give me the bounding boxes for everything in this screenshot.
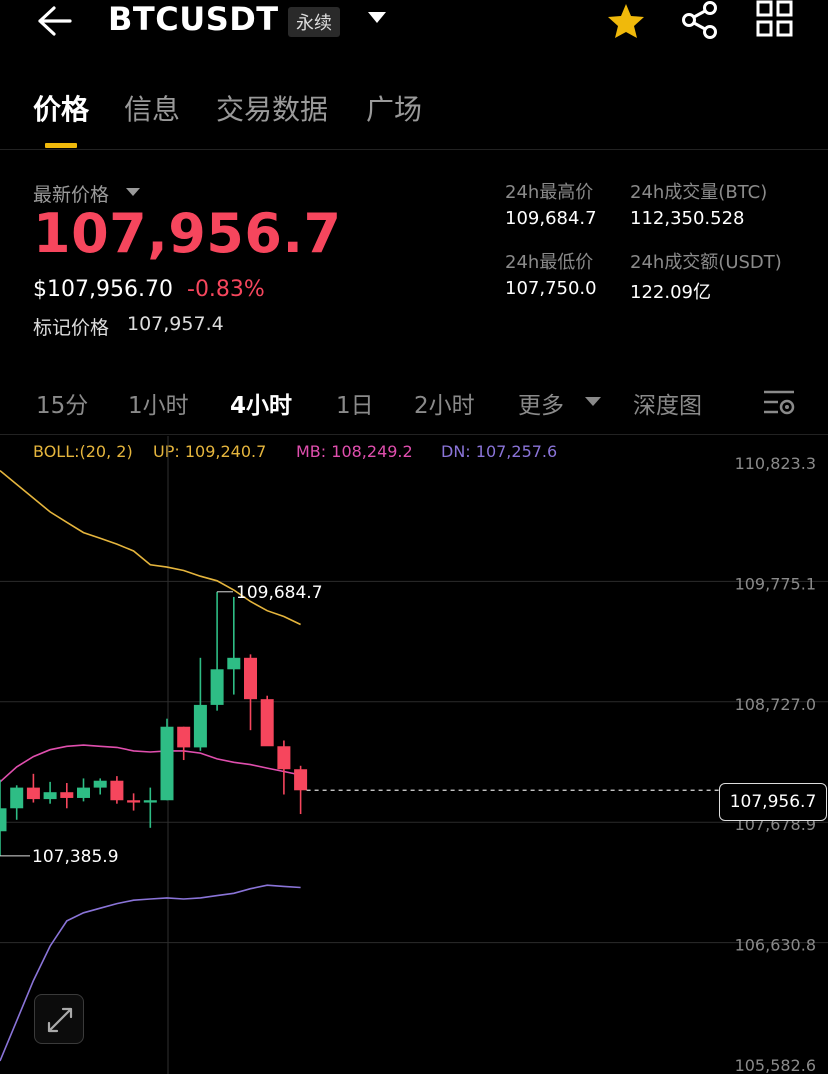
boll-up-line: [0, 469, 301, 626]
expand-icon: [47, 1007, 73, 1033]
boll-label: BOLL:(20, 2): [33, 442, 133, 461]
candle-body: [43, 792, 57, 800]
y-tick-label: 110,823.3: [735, 454, 816, 473]
candle-body: [127, 800, 141, 803]
candle-body: [110, 780, 124, 801]
low-24h-value: 107,750.0: [505, 278, 597, 299]
candle-body: [294, 769, 308, 791]
interval-1d[interactable]: 1日: [336, 393, 374, 419]
tab-trading-data[interactable]: 交易数据: [216, 93, 329, 126]
chart-settings-icon[interactable]: [762, 386, 796, 418]
candle-body: [193, 704, 207, 748]
volume-btc-value: 112,350.528: [630, 208, 745, 229]
star-icon[interactable]: [606, 2, 646, 40]
mark-price-label: 标记价格: [33, 317, 110, 339]
candlestick-chart[interactable]: 110,823.3109,775.1108,727.0107,678.9106,…: [0, 436, 828, 1074]
current-price-tag: 107,956.7: [719, 783, 827, 821]
interval-2h[interactable]: 2小时: [414, 393, 475, 419]
high-24h-value: 109,684.7: [505, 208, 597, 229]
candle-body: [93, 780, 107, 788]
volume-usdt-label: 24h成交额(USDT): [630, 252, 782, 273]
boll-mb: MB: 108,249.2: [296, 442, 413, 461]
change-percent: -0.83%: [187, 277, 265, 302]
active-tab-indicator: [45, 143, 77, 148]
symbol-title[interactable]: BTCUSDT: [108, 0, 279, 38]
section-tabs: 价格 信息 交易数据 广场: [0, 88, 828, 150]
candle-body: [160, 726, 174, 801]
low-24h-label: 24h最低价: [505, 252, 594, 273]
interval-more[interactable]: 更多: [518, 393, 564, 419]
tab-info[interactable]: 信息: [124, 93, 181, 126]
boll-up: UP: 109,240.7: [153, 442, 267, 461]
candle-body: [227, 657, 241, 670]
candle-body: [244, 657, 257, 700]
contract-type-badge: 永续: [288, 7, 340, 37]
back-arrow-icon[interactable]: [36, 4, 72, 38]
min-price-label: 107,385.9: [32, 847, 119, 867]
boll-dn-line: [0, 884, 301, 1062]
interval-4h[interactable]: 4小时: [230, 393, 293, 419]
grid-icon[interactable]: [756, 0, 794, 38]
divider: [0, 434, 828, 435]
tab-price[interactable]: 价格: [33, 93, 90, 126]
candle-body: [60, 792, 74, 798]
tab-square[interactable]: 广场: [366, 93, 423, 126]
y-tick-label: 105,582.6: [735, 1056, 816, 1074]
y-tick-label: 108,727.0: [735, 695, 816, 714]
boll-dn: DN: 107,257.6: [441, 442, 558, 461]
candle-body: [77, 787, 90, 798]
candle-body: [260, 699, 274, 747]
boll-mb-line: [0, 744, 301, 783]
candle-body: [143, 800, 157, 803]
y-tick-label: 109,775.1: [735, 574, 816, 593]
candle-body: [0, 808, 7, 832]
max-price-label: 109,684.7: [236, 583, 323, 603]
share-icon[interactable]: [680, 0, 720, 40]
caret-down-icon[interactable]: [126, 188, 140, 196]
interval-1h[interactable]: 1小时: [128, 393, 189, 419]
high-24h-label: 24h最高价: [505, 182, 594, 203]
last-price: 107,956.7: [33, 202, 342, 265]
volume-usdt-value: 122.09亿: [630, 282, 711, 303]
candle-body: [177, 726, 191, 748]
y-tick-label: 106,630.8: [735, 936, 816, 955]
latest-price-label[interactable]: 最新价格: [33, 184, 110, 206]
depth-chart-tab[interactable]: 深度图: [633, 393, 702, 419]
candle-body: [10, 787, 24, 809]
usd-price: $107,956.70: [33, 277, 173, 302]
interval-15m[interactable]: 15分: [36, 393, 89, 419]
candle-body: [277, 746, 291, 770]
volume-btc-label: 24h成交量(BTC): [630, 182, 768, 203]
chevron-down-icon[interactable]: [368, 12, 386, 23]
mark-price-value: 107,957.4: [127, 313, 224, 335]
more-caret-icon[interactable]: [585, 397, 601, 406]
expand-chart-button[interactable]: [34, 994, 84, 1044]
candle-body: [26, 787, 40, 800]
candle-body: [210, 669, 224, 705]
top-bar: BTCUSDT 永续: [0, 0, 828, 50]
